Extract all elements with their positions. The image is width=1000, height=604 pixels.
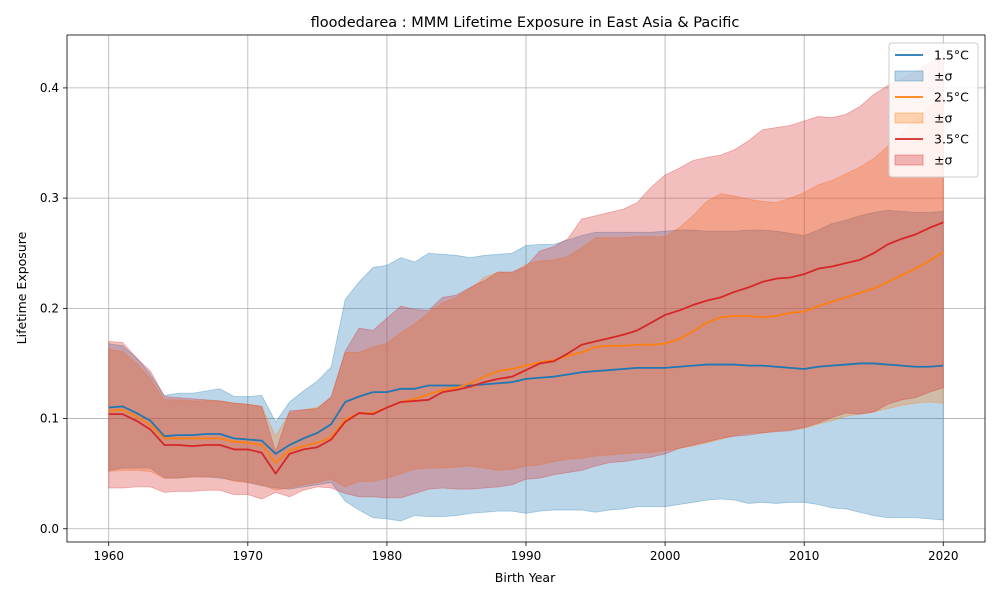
line-layer [108,221,944,475]
band-3.5°C [108,56,944,500]
legend-band-swatch [894,70,924,82]
legend-label: ±σ [934,69,952,84]
axes-layer: 1960 1970 1980 1990 2000 2010 2020 0.0 0.1 0.2 0.3… [40,34,986,563]
x-tick-label: 1970 [233,549,264,563]
y-tick-label: 0.4 [40,81,59,95]
legend-label: ±σ [934,111,952,126]
line-1.5°C [108,362,944,455]
legend-label: 1.5°C [934,48,969,63]
plot-frame [66,34,986,543]
legend-box [888,42,979,178]
legend-label: 2.5°C [934,90,969,105]
y-tick-label: 0.3 [40,191,59,205]
legend-label: ±σ [934,153,952,168]
chart-title: floodedarea : MMM Lifetime Exposure in E… [311,15,740,31]
y-tick-label: 0.1 [40,412,59,426]
y-tick-label: 0.0 [40,522,59,536]
legend-label: 3.5°C [934,132,969,147]
legend-band-swatch [894,112,924,124]
x-tick-label: 1960 [93,549,124,563]
y-axis-label: Lifetime Exposure [14,231,29,344]
legend-band-swatch [894,154,924,166]
y-tick-label: 0.2 [40,301,59,315]
x-tick-label: 2010 [789,549,820,563]
line-2.5°C [108,251,944,464]
line-3.5°C [108,221,944,475]
x-tick-label: 1990 [511,549,542,563]
x-tick-label: 2020 [928,549,959,563]
x-axis-label: Birth Year [495,570,556,585]
x-tick-label: 1980 [372,549,403,563]
x-tick-label: 2000 [650,549,681,563]
band-2.5°C [108,92,944,491]
legend: 1.5°C ±σ 2.5°C ±σ 3.5°C ±σ [888,42,979,178]
grid-layer [67,35,985,542]
